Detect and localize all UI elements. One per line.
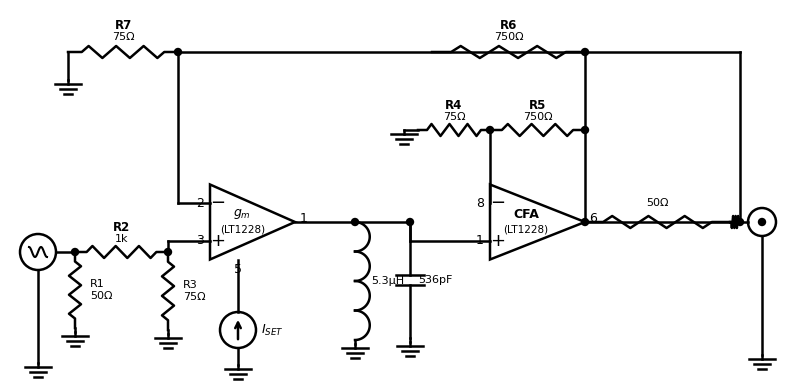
Text: $g_m$: $g_m$	[233, 207, 251, 221]
Circle shape	[174, 48, 181, 55]
Text: (LT1228): (LT1228)	[220, 225, 264, 235]
Text: 1: 1	[300, 213, 308, 225]
Text: 50Ω: 50Ω	[646, 198, 669, 208]
Text: −: −	[210, 194, 225, 212]
Circle shape	[487, 126, 494, 133]
Text: R5: R5	[529, 99, 547, 112]
Text: −: −	[491, 194, 506, 212]
Circle shape	[582, 48, 589, 55]
Text: R1
50Ω: R1 50Ω	[90, 279, 113, 301]
Text: 6: 6	[589, 213, 597, 225]
Circle shape	[758, 218, 765, 225]
Circle shape	[582, 126, 589, 133]
Circle shape	[737, 218, 744, 225]
Text: 750Ω: 750Ω	[494, 32, 523, 42]
Text: (LT1228): (LT1228)	[503, 225, 549, 235]
Text: 750Ω: 750Ω	[523, 112, 552, 122]
Text: 3: 3	[196, 234, 204, 247]
Text: $I_{SET}$: $I_{SET}$	[261, 323, 284, 338]
Text: CFA: CFA	[513, 207, 539, 220]
Circle shape	[71, 248, 78, 255]
Text: R6: R6	[500, 19, 517, 32]
Text: 75Ω: 75Ω	[112, 32, 134, 42]
Circle shape	[352, 218, 359, 225]
Text: +: +	[210, 232, 225, 250]
Text: 2: 2	[196, 197, 204, 210]
Text: R4: R4	[445, 99, 463, 112]
Text: R7: R7	[114, 19, 132, 32]
Circle shape	[165, 248, 172, 255]
Text: 75Ω: 75Ω	[443, 112, 465, 122]
Text: 1k: 1k	[115, 234, 129, 244]
Text: +: +	[491, 232, 506, 250]
Circle shape	[582, 218, 589, 225]
Text: 536pF: 536pF	[418, 275, 452, 285]
Text: R3
75Ω: R3 75Ω	[183, 280, 205, 302]
Text: 5: 5	[234, 263, 242, 276]
Text: 5.3µH: 5.3µH	[371, 276, 404, 286]
Text: 8: 8	[476, 197, 484, 210]
Text: 1: 1	[476, 234, 484, 247]
Text: R2: R2	[113, 221, 130, 234]
Circle shape	[407, 218, 414, 225]
